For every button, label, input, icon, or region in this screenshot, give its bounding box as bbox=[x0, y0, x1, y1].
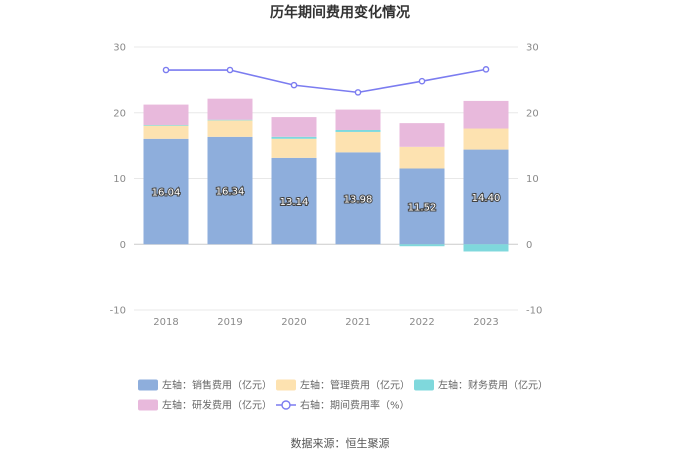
bar-segment bbox=[335, 109, 381, 130]
bar-segment bbox=[463, 244, 509, 252]
x-tick-label: 2023 bbox=[473, 317, 498, 328]
bar-segment bbox=[143, 138, 189, 245]
line-point bbox=[354, 89, 362, 96]
bar-data-label: 13.14 bbox=[280, 197, 309, 208]
line-series bbox=[166, 68, 487, 94]
bar-segment bbox=[463, 128, 509, 150]
bar-segment bbox=[463, 100, 509, 129]
legend-swatch bbox=[414, 379, 434, 391]
y-right-tick-label: 30 bbox=[526, 43, 539, 54]
y-right-tick-label: 10 bbox=[526, 174, 539, 185]
bar-data-label: 16.04 bbox=[152, 188, 181, 199]
line-point bbox=[226, 66, 234, 74]
bar-segment bbox=[399, 123, 445, 147]
chart-title: 历年期间费用变化情况 bbox=[270, 4, 410, 21]
bar-segment bbox=[271, 136, 317, 139]
bar-segment bbox=[335, 129, 381, 132]
x-tick-label: 2022 bbox=[409, 317, 434, 328]
bar-segment bbox=[143, 104, 189, 125]
y-left-tick-label: 0 bbox=[120, 240, 126, 251]
bar-data-label: 14.40 bbox=[472, 193, 501, 204]
bar-layer: 16.04 16.34 13.14 13.98 11.52 14.40 bbox=[143, 98, 509, 252]
y-left-tick-label: 20 bbox=[113, 108, 126, 119]
bar-segment bbox=[207, 136, 253, 245]
bar-segment bbox=[335, 152, 381, 245]
source-text: 数据来源：恒生聚源 bbox=[291, 436, 390, 450]
x-tick-label: 2020 bbox=[281, 317, 306, 328]
legend: 左轴：销售费用（亿元） 左轴：管理费用（亿元） 左轴：财务费用（亿元） 左轴：研发费用… bbox=[138, 379, 548, 412]
y-right-tick-label: 20 bbox=[526, 108, 539, 119]
bar-segment bbox=[143, 124, 189, 126]
axis-layer: -10 0 10 20 30 -10 0 10 20 30 2018 2019 2020 2021 2022… bbox=[110, 43, 543, 329]
bar-segment bbox=[143, 125, 189, 139]
bar-segment bbox=[271, 117, 317, 137]
x-tick-label: 2019 bbox=[217, 317, 242, 328]
legend-label: 左轴：管理费用（亿元） bbox=[300, 379, 410, 392]
y-right-tick-label: -10 bbox=[526, 306, 542, 317]
y-right-tick-label: 0 bbox=[526, 240, 532, 251]
legend-label: 左轴：财务费用（亿元） bbox=[438, 379, 548, 392]
x-tick-label: 2018 bbox=[153, 317, 178, 328]
bar-data-label: 16.34 bbox=[216, 187, 245, 198]
bar-segment bbox=[335, 131, 381, 153]
bar-data-label: 11.52 bbox=[408, 202, 437, 213]
bar-segment bbox=[207, 119, 253, 121]
bar-segment bbox=[399, 244, 445, 247]
line-point bbox=[162, 66, 170, 74]
legend-swatch bbox=[138, 399, 158, 411]
legend-swatch bbox=[138, 379, 158, 391]
x-tick-label: 2021 bbox=[345, 317, 370, 328]
line-point bbox=[418, 77, 426, 85]
y-left-tick-label: -10 bbox=[110, 306, 126, 317]
line-point bbox=[290, 81, 298, 89]
bar-segment bbox=[207, 98, 253, 120]
bar-segment bbox=[399, 168, 445, 245]
y-left-tick-label: 30 bbox=[113, 43, 126, 54]
bar-segment bbox=[207, 120, 253, 137]
legend-label: 左轴：研发费用（亿元） bbox=[162, 399, 272, 412]
grid-layer bbox=[134, 46, 518, 311]
bar-segment bbox=[271, 157, 317, 245]
legend-label: 左轴：销售费用（亿元） bbox=[162, 379, 272, 392]
bar-data-label: 13.98 bbox=[344, 194, 373, 205]
y-left-tick-label: 10 bbox=[113, 174, 126, 185]
legend-swatch bbox=[276, 379, 296, 391]
bar-segment bbox=[399, 146, 445, 169]
line-point bbox=[482, 66, 490, 73]
legend-swatch bbox=[281, 400, 291, 410]
legend-label: 右轴：期间费用率（%） bbox=[300, 399, 410, 412]
bar-segment bbox=[463, 149, 509, 245]
line-layer bbox=[162, 66, 490, 96]
bar-segment bbox=[271, 138, 317, 158]
